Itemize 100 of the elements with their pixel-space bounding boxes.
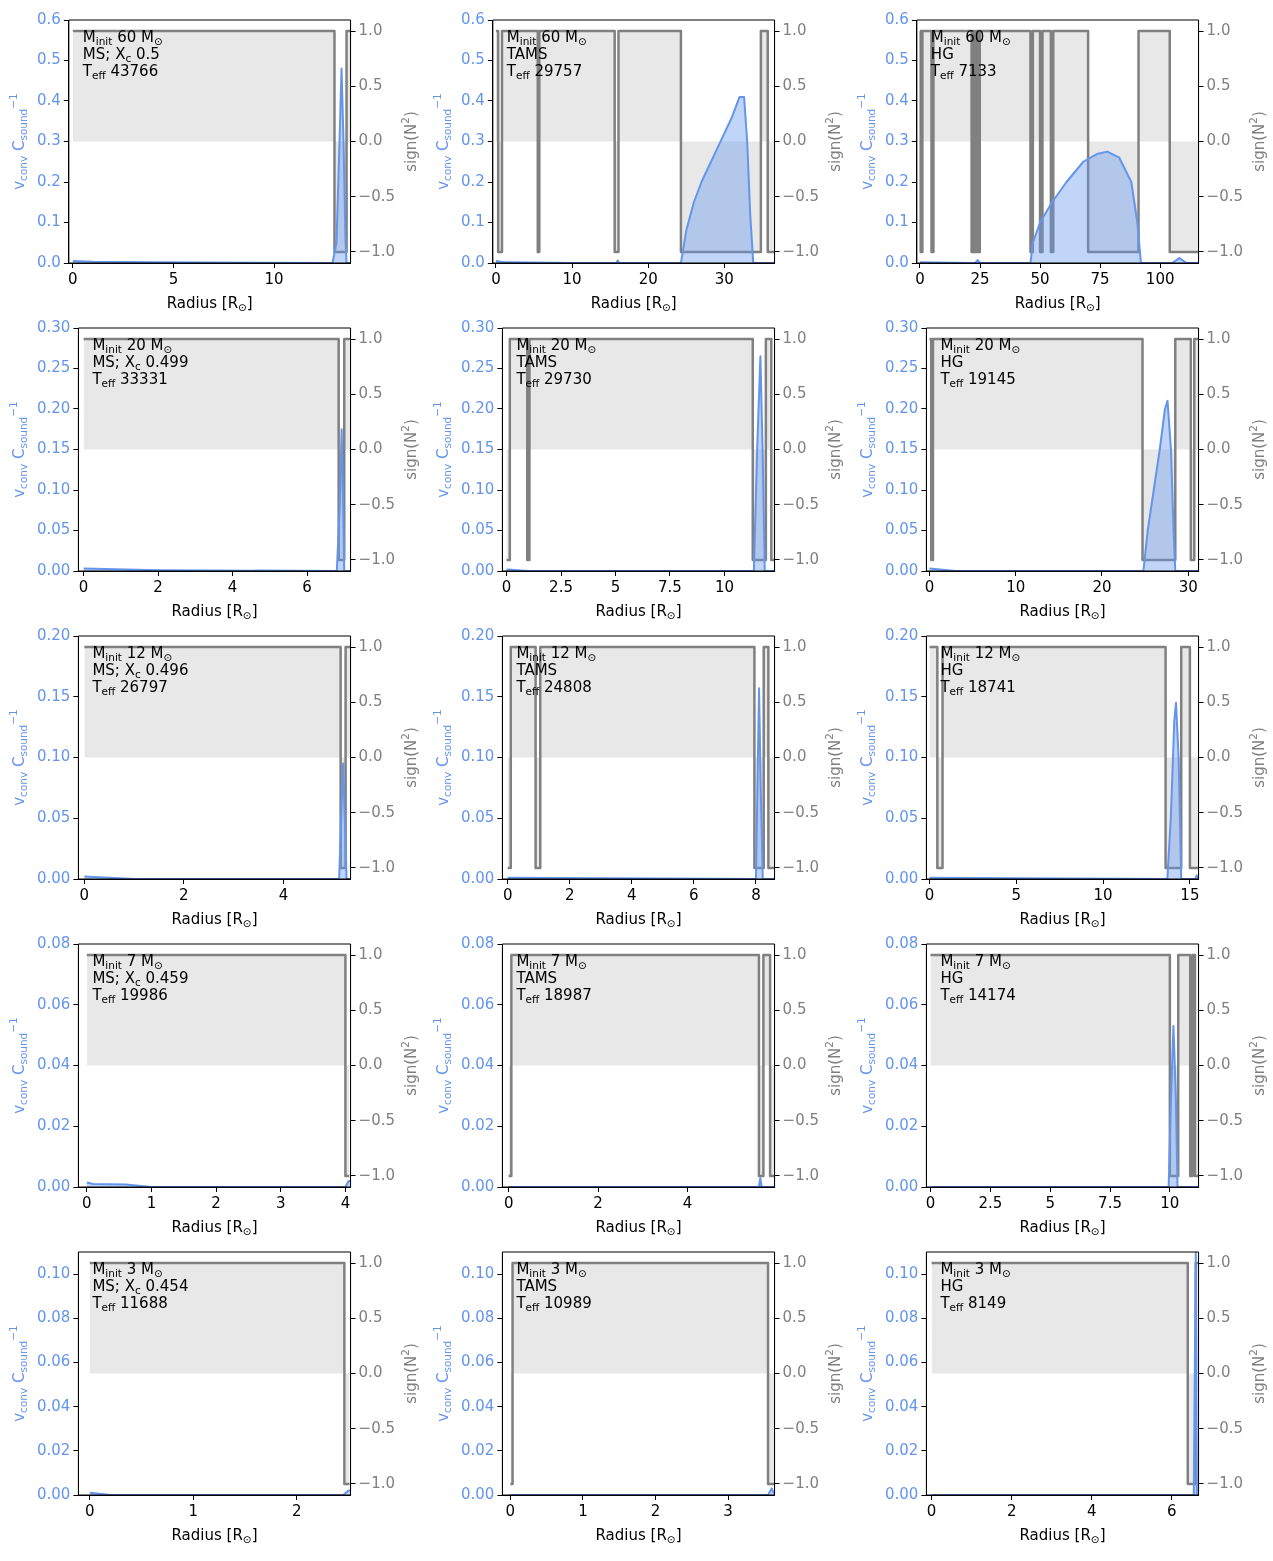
x-tick-label: 15 (1180, 885, 1200, 904)
y-tick-label: 0.02 (460, 1440, 495, 1459)
y2-tick-label: −1.0 (1206, 549, 1244, 568)
y2-tick-label: 1.0 (782, 944, 807, 963)
y-tick-label: 0.00 (460, 1176, 495, 1195)
y-tick-label: 0.00 (884, 1484, 919, 1503)
y2-axis-title: sign(N2) (399, 111, 420, 172)
y-tick-label: 0.2 (461, 171, 485, 190)
y-tick-label: 0.00 (460, 868, 495, 887)
y-tick-label: 0.30 (884, 317, 919, 336)
y2-tick-label: −1.0 (1206, 857, 1244, 876)
x-tick-label: 0 (78, 577, 89, 596)
y2-tick-label: −1.0 (782, 241, 820, 260)
y2-axis-title: sign(N2) (1247, 1343, 1268, 1404)
x-axis-title: Radius [R⊙] (1019, 1217, 1106, 1238)
y-tick-label: 0.00 (884, 868, 919, 887)
y2-tick-label: 0.0 (358, 1055, 383, 1074)
x-tick-label: 100 (1145, 269, 1175, 288)
y-tick-label: 0.2 (885, 171, 909, 190)
x-tick-label: 2 (153, 577, 163, 596)
y2-tick-label: 0.5 (782, 76, 807, 95)
annotation: HG (940, 660, 964, 679)
x-tick-label: 2 (179, 885, 189, 904)
y2-tick-label: −0.5 (782, 1418, 820, 1437)
y2-tick-label: −0.5 (782, 1110, 820, 1129)
y-axis-title: vconv Csound−1 (431, 93, 454, 190)
y-tick-label: 0.5 (37, 50, 61, 69)
y2-tick-label: −1.0 (1206, 1165, 1244, 1184)
y-tick-label: 0.10 (36, 747, 71, 766)
y-tick-label: 0.3 (37, 131, 61, 150)
x-tick-label: 5 (610, 577, 621, 596)
x-tick-label: 2 (564, 885, 575, 904)
y-axis-title: vconv Csound−1 (855, 93, 878, 190)
y-axis-title: vconv Csound−1 (855, 1017, 878, 1114)
x-axis-title: Radius [R⊙] (1019, 909, 1106, 930)
y-tick-label: 0.25 (36, 358, 71, 377)
y2-tick-label: 0.0 (358, 439, 383, 458)
y-tick-label: 0.20 (884, 398, 919, 417)
x-tick-label: 10 (264, 269, 284, 288)
y2-axis-title: sign(N2) (823, 111, 844, 172)
x-axis-title: Radius [R⊙] (171, 909, 258, 930)
y2-tick-label: 1.0 (358, 636, 383, 655)
y2-axis-title: sign(N2) (1247, 111, 1268, 172)
y-tick-label: 0.1 (37, 212, 61, 231)
y2-tick-label: −0.5 (1206, 186, 1244, 205)
y-tick-label: 0.15 (884, 439, 919, 458)
x-axis-title: Radius [R⊙] (171, 1525, 258, 1546)
y2-axis-title: sign(N2) (399, 1035, 420, 1096)
x-tick-label: 4 (340, 1193, 351, 1212)
y-tick-label: 0.30 (460, 317, 495, 336)
x-tick-label: 1 (146, 1193, 157, 1212)
y2-tick-label: 0.0 (358, 1363, 383, 1382)
y-tick-label: 0.6 (461, 9, 485, 28)
y2-tick-label: 1.0 (782, 636, 807, 655)
y2-tick-label: 1.0 (1206, 1252, 1231, 1271)
y-tick-label: 0.08 (884, 1308, 919, 1327)
y-tick-label: 0.02 (460, 1116, 495, 1135)
x-tick-label: 4 (1086, 1501, 1097, 1520)
x-tick-label: 10 (1160, 1193, 1180, 1212)
x-tick-label: 3 (723, 1501, 733, 1520)
y2-axis-title: sign(N2) (823, 727, 844, 788)
x-axis-title: Radius [R⊙] (1014, 293, 1101, 314)
x-tick-label: 6 (689, 885, 699, 904)
y2-tick-label: 0.5 (358, 692, 383, 711)
x-axis-title: Radius [R⊙] (595, 909, 682, 930)
y-tick-label: 0.00 (884, 1176, 919, 1195)
y-tick-label: 0.05 (36, 808, 71, 827)
y2-tick-label: −0.5 (358, 186, 396, 205)
y2-tick-label: −0.5 (782, 494, 820, 513)
y-axis-title: vconv Csound−1 (7, 709, 30, 806)
y2-tick-label: −1.0 (358, 549, 396, 568)
y2-tick-label: 0.5 (1206, 1308, 1231, 1327)
x-tick-label: 2.5 (978, 1193, 1003, 1212)
x-tick-label: 0 (924, 885, 935, 904)
y-tick-label: 0.0 (461, 252, 485, 271)
y2-tick-label: −0.5 (358, 802, 396, 821)
y-axis-title: vconv Csound−1 (7, 401, 30, 498)
x-tick-label: 6 (302, 577, 312, 596)
x-tick-label: 50 (1030, 269, 1050, 288)
y-tick-label: 0.10 (460, 479, 495, 498)
annotation: TAMS (515, 660, 558, 679)
y2-tick-label: −1.0 (782, 549, 820, 568)
y2-tick-label: 0.0 (1206, 131, 1231, 150)
y-tick-label: 0.1 (461, 212, 485, 231)
y2-tick-label: 0.0 (1206, 439, 1231, 458)
x-tick-label: 20 (638, 269, 658, 288)
y2-tick-label: 0.5 (1206, 692, 1231, 711)
x-tick-label: 25 (970, 269, 990, 288)
x-axis-title: Radius [R⊙] (590, 293, 677, 314)
y-tick-label: 0.00 (884, 560, 919, 579)
y-tick-label: 0.02 (36, 1116, 71, 1135)
y-tick-label: 0.4 (37, 90, 61, 109)
y2-axis-title: sign(N2) (823, 419, 844, 480)
y-axis-title: vconv Csound−1 (431, 401, 454, 498)
y2-tick-label: 0.5 (1206, 76, 1231, 95)
y2-tick-label: 0.0 (1206, 1055, 1231, 1074)
x-tick-label: 4 (227, 577, 238, 596)
y-axis-title: vconv Csound−1 (7, 93, 30, 190)
y-tick-label: 0.20 (884, 625, 919, 644)
y-tick-label: 0.10 (884, 1263, 919, 1282)
